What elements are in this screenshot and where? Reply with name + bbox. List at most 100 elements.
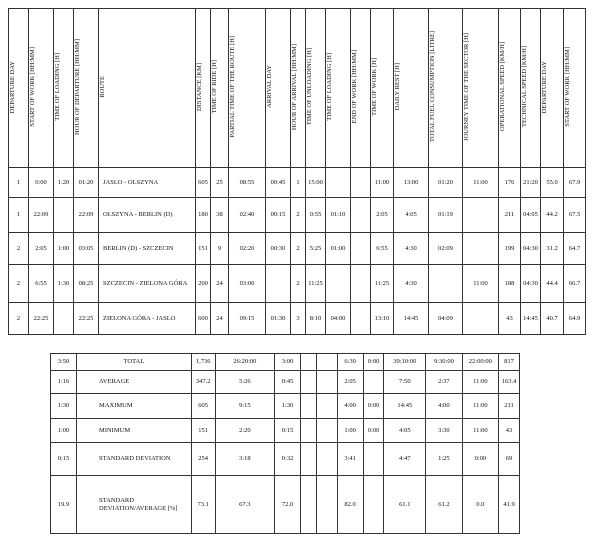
cell: 0:00 [362, 353, 385, 371]
cell: 04:05 [520, 197, 541, 233]
cell: 3:00 [274, 353, 302, 371]
cell [315, 353, 338, 371]
cell: 199 [498, 232, 521, 265]
cell: 11:00 [462, 167, 499, 198]
cell: 72.0 [274, 475, 302, 534]
cell [315, 418, 338, 443]
header-text: DISTANCE [KM] [196, 62, 204, 111]
cell: 22:09 [28, 197, 54, 233]
cell: 1:30 [53, 264, 74, 303]
header-text: END OF WORK [HH:MM] [351, 50, 359, 124]
column-header: OPERATIONAL SPEED [KM/H] [498, 8, 521, 168]
cell: 11:00 [461, 418, 500, 443]
cell: 08:55 [228, 167, 266, 198]
cell: 11:25 [370, 264, 394, 303]
cell: 2 [290, 197, 306, 233]
data-row: 1 0:00 1:20 01:20 JASLO - OLSZYNA 605 25 08:55 0… [8, 167, 586, 198]
column-header: START OF WORK [HH:MM] [28, 8, 54, 168]
cell: 1:30 [49, 393, 78, 419]
cell: 01:30 [265, 302, 291, 335]
cell: 00:30 [265, 232, 291, 265]
column-header: TIME OF UNLOADING [H] [305, 8, 326, 168]
cell: 0.0 [461, 475, 500, 534]
cell: 00:45 [265, 167, 291, 198]
column-header: PARTIAL TIME OF THE ROUTE [H] [228, 8, 266, 168]
cell: 1:00 [49, 418, 78, 443]
cell: 4:47 [383, 442, 427, 476]
cell [300, 370, 317, 394]
cell: 11:00 [461, 370, 500, 394]
cell: 2 [290, 232, 306, 265]
cell [300, 475, 317, 534]
cell: 9:30:00 [425, 353, 463, 371]
cell: 188 [498, 264, 521, 303]
header-text: OPERATIONAL SPEED [KM/H] [499, 42, 507, 132]
row-label: AVERAGE [76, 370, 192, 394]
cell: 2:20 [214, 418, 276, 443]
cell: 163.4 [498, 370, 520, 394]
cell [350, 197, 371, 233]
cell: 2:05 [336, 370, 364, 394]
cell: 69 [498, 442, 520, 476]
cell [350, 167, 371, 198]
column-header: TIME OF LOADING [H] [325, 8, 351, 168]
column-header: TOTAL FUEL CONSUMPTION [LITRE] [428, 8, 463, 168]
cell [362, 442, 385, 476]
route-table: DEPARTURE DAY START OF WORK [HH:MM] TIME O… [8, 8, 586, 335]
cell: 151 [190, 418, 216, 443]
column-header: JOURNEY TIME OF THE SECTOR [H] [462, 8, 499, 168]
cell [300, 418, 317, 443]
summary-row: 1:00 MINIMUM 151 2:20 0:15 1:00 0:00 4:05 3:30 11… [49, 418, 520, 443]
cell: 11:25 [305, 264, 326, 303]
header-text: ARRIVAL DAY [266, 65, 274, 109]
cell: 26:20:00 [214, 353, 276, 371]
cell [53, 302, 74, 335]
cell: 03:00 [228, 264, 266, 303]
cell: 1,736 [190, 353, 216, 371]
column-header: DAILY REST [H] [393, 8, 429, 168]
route-cell: BERLIN (D) - SZCZECIN [98, 232, 196, 265]
cell: 01:20 [428, 167, 463, 198]
cell: 5:25 [305, 232, 326, 265]
cell: 0:00 [362, 418, 385, 443]
cell: 44.4 [540, 264, 564, 303]
cell: 0:15 [274, 418, 302, 443]
cell: 0:00 [28, 167, 54, 198]
cell: 8:10 [305, 302, 326, 335]
cell: 73.1 [190, 475, 216, 534]
cell: 1:30 [274, 393, 302, 419]
cell: 6:30 [336, 353, 364, 371]
cell: 5:26 [214, 370, 276, 394]
cell: 22:09 [73, 197, 99, 233]
row-label: STANDARD DEVIATION/AVERAGE [%] [76, 475, 192, 534]
header-text: START OF WORK [HH:MM] [29, 47, 37, 127]
header-row: DEPARTURE DAY START OF WORK [HH:MM] TIME O… [8, 8, 586, 168]
cell [315, 393, 338, 419]
route-cell: ZIELONA GÓRA - JASLO [98, 302, 196, 335]
cell [362, 475, 385, 534]
cell: 04:09 [428, 302, 463, 335]
cell: 02:20 [228, 232, 266, 265]
cell: 64.7 [563, 232, 586, 265]
cell [265, 264, 291, 303]
route-cell: OLSZYNA - BERLIN (D) [98, 197, 196, 233]
cell: 15:00 [305, 167, 326, 198]
cell: 9:15 [214, 393, 276, 419]
cell: 0:45 [274, 370, 302, 394]
cell: 6:55 [370, 232, 394, 265]
cell: 11:00 [370, 167, 394, 198]
summary-table: 3:50 TOTAL 1,736 26:20:00 3:00 6:30 0:00 39:10:… [49, 353, 520, 534]
cell: 11:00 [461, 393, 500, 419]
cell [300, 393, 317, 419]
cell: 211 [498, 197, 521, 233]
cell: 22:25 [73, 302, 99, 335]
cell: 605 [195, 167, 211, 198]
cell: 82.0 [336, 475, 364, 534]
column-header: DISTANCE [KM] [195, 8, 211, 168]
data-row: 2 6:55 1:30 08:25 SZCZECIN - ZIELONA GÓRA 200… [8, 264, 586, 303]
cell: 2:05 [370, 197, 394, 233]
cell [315, 475, 338, 534]
cell: 1:00 [336, 418, 364, 443]
header-text: HOUR OF ARRIVAL [HH:MM] [291, 43, 299, 130]
cell: 600 [195, 302, 211, 335]
